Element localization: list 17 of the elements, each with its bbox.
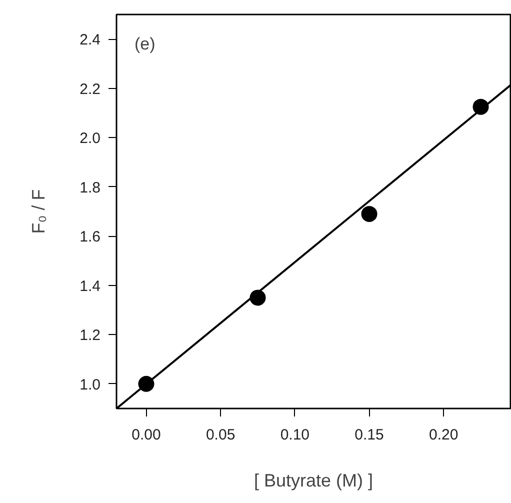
- y-tick-label: 1.0: [80, 376, 101, 394]
- y-tick-label: 2.2: [80, 80, 101, 98]
- y-tick-label: 2.0: [80, 130, 101, 148]
- x-tick-label: 0.15: [354, 426, 384, 444]
- x-tick-label: 0.20: [428, 426, 458, 444]
- y-tick-label: 1.6: [80, 228, 101, 246]
- x-tick-label: 0.10: [280, 426, 310, 444]
- annotation: (e): [134, 34, 156, 54]
- x-tick-label: 0.00: [132, 426, 161, 444]
- point: [361, 206, 378, 222]
- y-tick-label: 1.2: [80, 327, 101, 344]
- y-tick-label: 2.4: [80, 32, 101, 49]
- y-axis-title: F₀ / F: [28, 189, 49, 234]
- y-tick-label: 1.8: [80, 179, 101, 196]
- y-tick-label: 1.4: [80, 278, 101, 295]
- x-axis-title: [ Butyrate (M) ]: [254, 470, 374, 490]
- x-tick-label: 0.05: [206, 426, 236, 444]
